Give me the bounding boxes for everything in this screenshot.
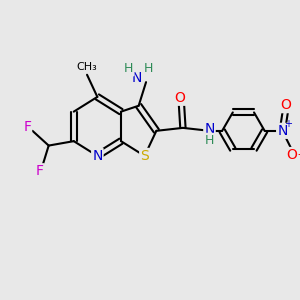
Text: +: + bbox=[284, 119, 292, 129]
Text: CH₃: CH₃ bbox=[77, 61, 98, 71]
Text: O: O bbox=[286, 148, 297, 162]
Text: O: O bbox=[175, 91, 185, 105]
Text: O: O bbox=[280, 98, 291, 112]
Text: N: N bbox=[132, 71, 142, 85]
Text: N: N bbox=[204, 122, 215, 136]
Text: S: S bbox=[140, 149, 149, 163]
Text: F: F bbox=[23, 120, 31, 134]
Text: N: N bbox=[92, 149, 103, 163]
Text: H: H bbox=[205, 134, 214, 147]
Text: H: H bbox=[124, 62, 134, 75]
Text: H: H bbox=[144, 62, 153, 75]
Text: N: N bbox=[277, 124, 287, 138]
Text: F: F bbox=[36, 164, 44, 178]
Text: -: - bbox=[297, 148, 300, 161]
